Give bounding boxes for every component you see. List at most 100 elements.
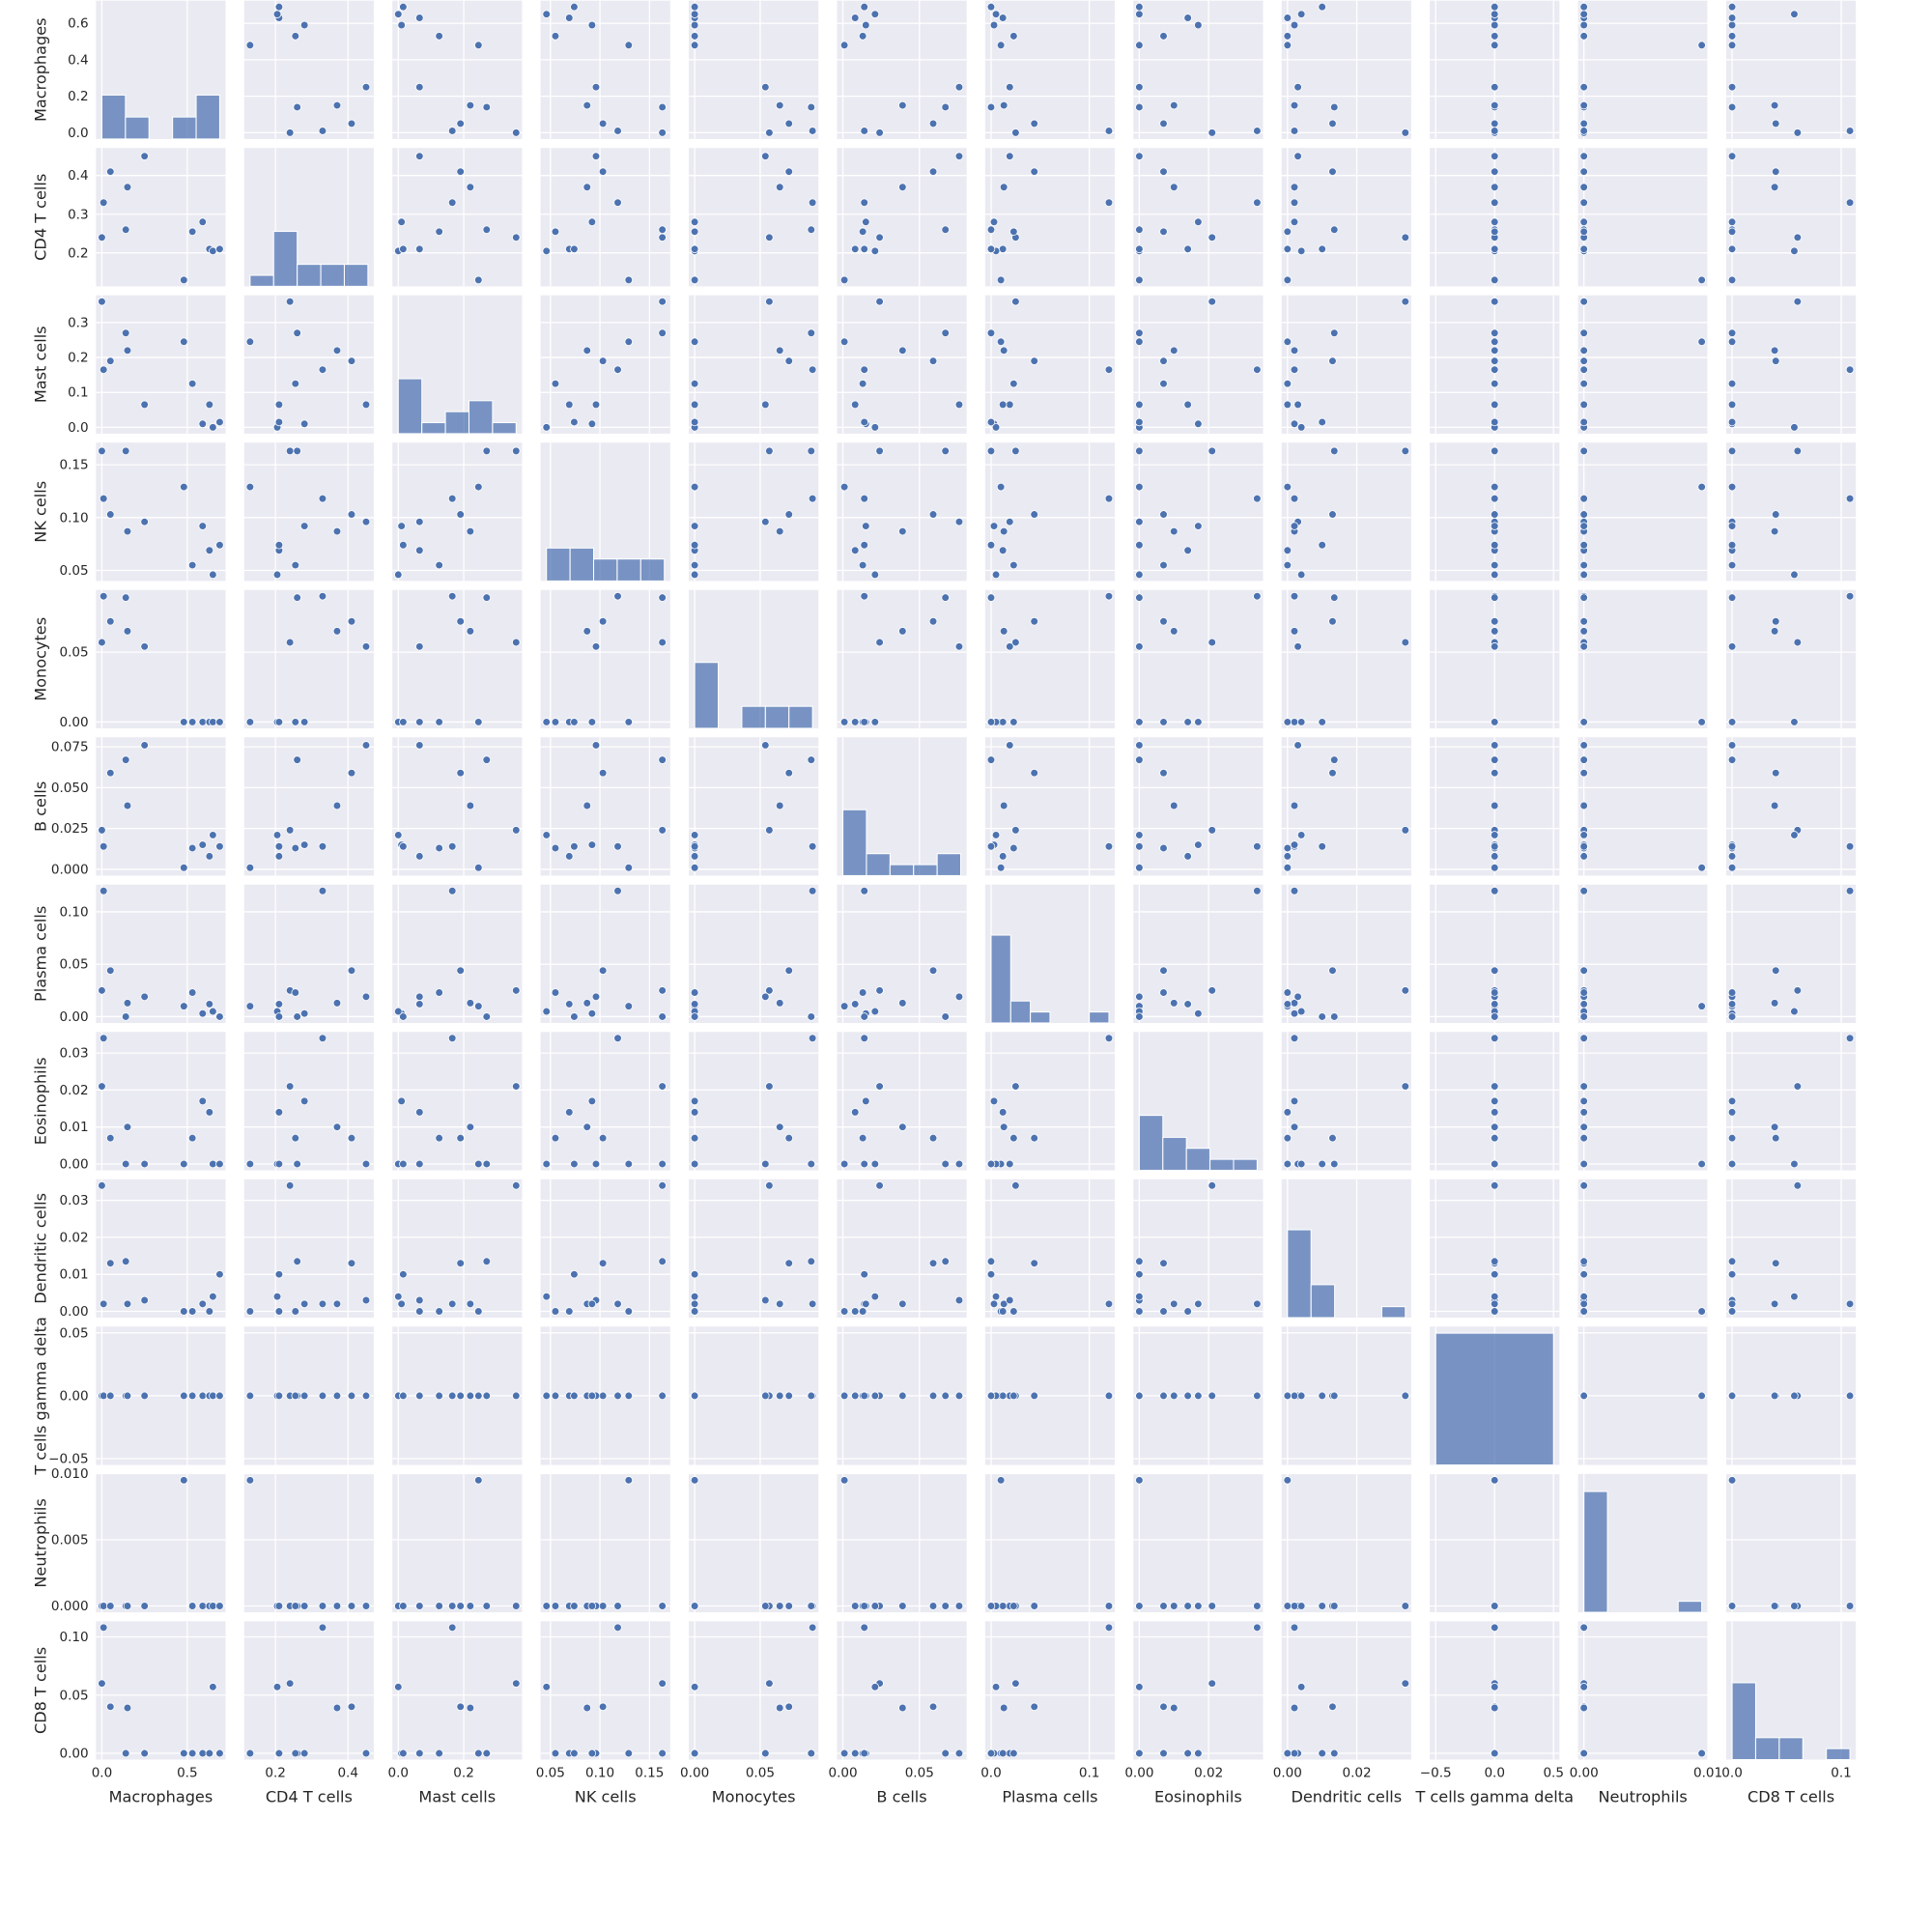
plot-background <box>96 737 226 876</box>
scatter-point <box>1135 2 1144 12</box>
scatter-point <box>1490 831 1499 839</box>
scatter-point <box>808 198 817 208</box>
scatter-point <box>1490 1181 1499 1190</box>
y-tick-label: 0.075 <box>51 740 89 755</box>
scatter-point <box>1135 41 1144 50</box>
scatter-point <box>1727 560 1737 570</box>
scatter-point <box>991 831 1001 839</box>
scatter-point <box>187 1307 197 1316</box>
scatter-point <box>299 1299 309 1309</box>
plot-background <box>540 295 670 434</box>
scatter-point <box>582 801 592 810</box>
scatter-point <box>1697 41 1706 50</box>
plot-background <box>1281 737 1411 876</box>
scatter-point <box>1296 1007 1306 1016</box>
scatter-point <box>291 988 300 997</box>
y-tick-label: 0.3 <box>68 207 89 222</box>
scatter-point <box>1490 328 1499 337</box>
y-tick-label: 0.2 <box>68 245 89 261</box>
scatter-point <box>598 356 608 365</box>
scatter-point <box>658 225 667 235</box>
scatter-point <box>1793 638 1803 647</box>
scatter-point <box>482 755 492 764</box>
scatter-point <box>332 526 342 536</box>
scatter-point <box>598 1702 608 1712</box>
x-tick-label: 0.02 <box>1343 1766 1372 1781</box>
plot-background <box>984 295 1116 434</box>
scatter-point <box>862 20 870 30</box>
scatter-point <box>361 1295 371 1305</box>
scatter-point <box>274 1748 284 1758</box>
histogram-bar <box>320 264 345 287</box>
plot-background <box>392 1032 523 1171</box>
scatter-point <box>285 826 295 835</box>
plot-background <box>392 737 523 876</box>
scatter-point <box>1490 152 1499 160</box>
scatter-point <box>1159 1748 1168 1758</box>
scatter-point <box>1490 966 1499 975</box>
histogram-bar <box>468 400 494 435</box>
scatter-point <box>690 1748 699 1758</box>
scatter-point <box>1283 1391 1293 1401</box>
scatter-point <box>99 365 108 374</box>
scatter-point <box>347 1259 356 1267</box>
scatter-point <box>1170 1391 1179 1401</box>
scatter-point <box>542 1391 551 1401</box>
plot-background <box>1281 148 1411 287</box>
scatter-point <box>1490 627 1499 636</box>
histogram-bar <box>1826 1747 1851 1761</box>
scatter-point <box>1030 1133 1038 1143</box>
scatter-point <box>986 1269 996 1279</box>
plot-background <box>1133 884 1264 1023</box>
x-tick-label: 0.4 <box>337 1766 358 1781</box>
scatter-point <box>466 1703 475 1713</box>
scatter-point <box>1159 718 1168 726</box>
scatter-point <box>1296 1159 1306 1169</box>
scatter-point <box>1009 1748 1018 1758</box>
scatter-point <box>542 1007 551 1016</box>
scatter-point <box>512 1391 521 1401</box>
scatter-point <box>658 1679 667 1688</box>
scatter-point <box>658 755 667 764</box>
scatter-point <box>1030 768 1038 778</box>
scatter-point <box>986 1257 996 1266</box>
scatter-point <box>512 128 521 137</box>
scatter-point <box>1296 1683 1306 1691</box>
plot-background <box>1577 737 1708 876</box>
scatter-point <box>1135 992 1144 1002</box>
scatter-point <box>542 1292 551 1301</box>
scatter-point <box>807 1748 816 1758</box>
scatter-point <box>1579 718 1588 726</box>
plot-background <box>1577 148 1708 287</box>
scatter-point <box>474 863 483 872</box>
scatter-point <box>1579 10 1588 18</box>
plot-background <box>1725 295 1857 434</box>
scatter-point <box>1290 198 1299 208</box>
scatter-point <box>1135 82 1144 92</box>
y-tick-label: 0.2 <box>68 89 89 104</box>
scatter-point <box>542 1683 551 1691</box>
scatter-point <box>415 14 424 22</box>
scatter-point <box>658 128 667 137</box>
y-tick-label: 0.01 <box>59 1267 88 1283</box>
scatter-point <box>209 1292 217 1301</box>
scatter-point <box>1727 1096 1737 1106</box>
scatter-point <box>1030 1602 1038 1610</box>
scatter-point <box>318 1602 327 1610</box>
scatter-point <box>347 510 356 519</box>
scatter-point <box>999 801 1009 810</box>
scatter-point <box>860 244 868 254</box>
scatter-point <box>99 1034 108 1043</box>
scatter-point <box>106 768 115 778</box>
scatter-point <box>598 119 608 128</box>
scatter-point <box>598 167 608 176</box>
scatter-point <box>860 2 868 12</box>
scatter-point <box>1579 988 1588 997</box>
scatter-point <box>1579 1000 1588 1009</box>
scatter-point <box>542 1602 551 1610</box>
scatter-point <box>1283 843 1293 853</box>
scatter-point <box>1793 128 1803 137</box>
scatter-point <box>954 1748 964 1758</box>
scatter-point <box>954 82 964 92</box>
plot-background <box>1577 1179 1708 1318</box>
